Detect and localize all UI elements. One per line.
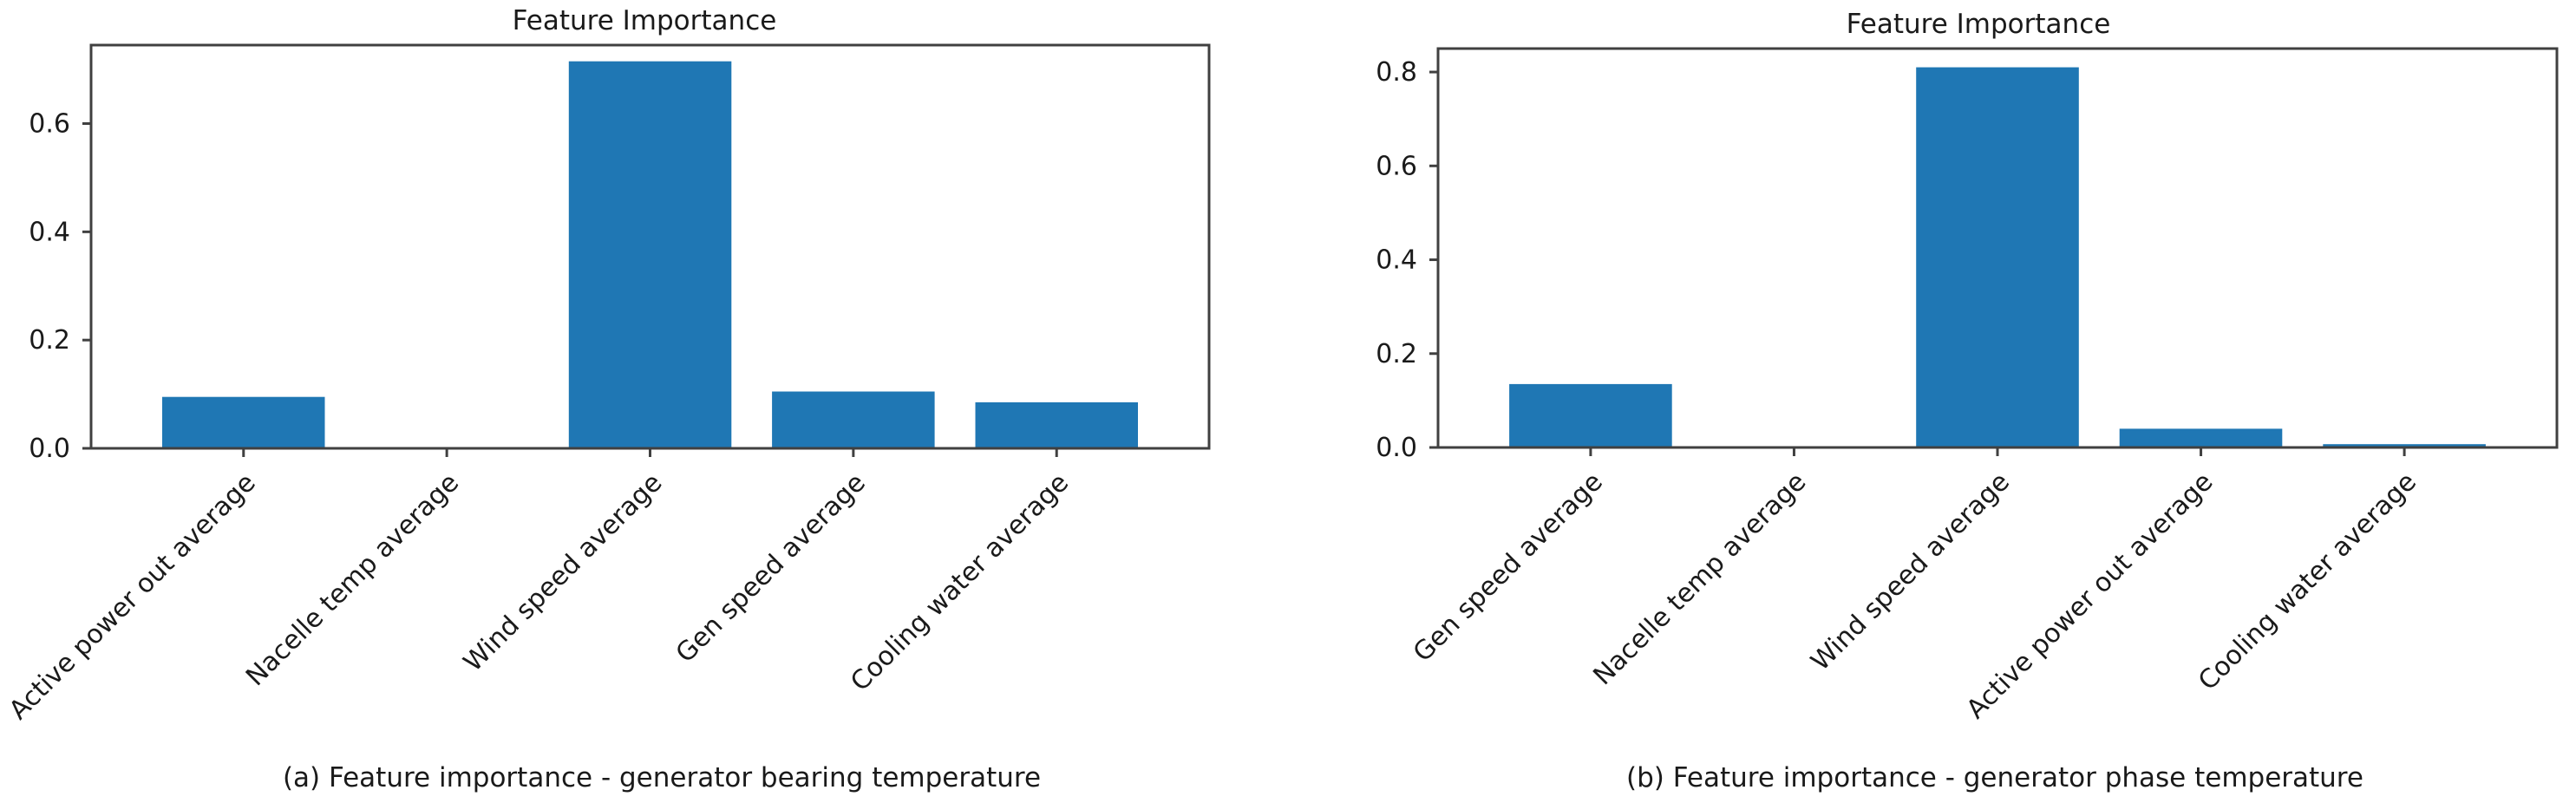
y-tick-label: 0.4: [29, 217, 70, 247]
bar-4: [2323, 444, 2486, 447]
x-tick-label: Gen speed average: [1408, 467, 1609, 668]
chart-panel-a: Feature Importance 0.0 0.2 0.4 0.6 Active p…: [3, 5, 1211, 793]
figure-caption: (a) Feature importance - generator beari…: [283, 762, 1041, 793]
x-tick-label: Active power out average: [3, 467, 262, 726]
y-axis: 0.0 0.2 0.4 0.6: [29, 109, 91, 464]
bar-3: [2119, 428, 2283, 447]
y-tick-label: 0.6: [29, 109, 70, 140]
bar-2: [1916, 67, 2079, 447]
y-tick-label: 0.4: [1376, 245, 1417, 276]
x-tick-label: Nacelle temp average: [240, 467, 465, 692]
y-axis: 0.0 0.2 0.4 0.6 0.8: [1376, 57, 1438, 463]
x-tick-label: Active power out average: [1961, 467, 2220, 725]
bar-2: [568, 61, 732, 448]
bars-group: [1509, 67, 2486, 447]
y-tick-label: 0.8: [1376, 57, 1417, 88]
x-tick-label: Wind speed average: [458, 467, 668, 677]
chart-title: Feature Importance: [1847, 9, 2111, 40]
bars-group: [162, 61, 1138, 448]
y-tick-label: 0.6: [1376, 151, 1417, 181]
y-tick-label: 0.2: [1376, 339, 1417, 369]
bar-0: [1509, 383, 1672, 447]
chart-panel-b: Feature Importance 0.0 0.2 0.4 0.6 0.8 Gen s…: [1376, 9, 2559, 793]
x-tick-label: Wind speed average: [1805, 467, 2015, 676]
bar-3: [772, 391, 935, 448]
chart-title: Feature Importance: [513, 5, 777, 36]
y-tick-label: 0.2: [29, 325, 70, 356]
x-tick-label: Cooling water average: [845, 467, 1075, 697]
y-tick-label: 0.0: [1376, 433, 1417, 463]
y-tick-label: 0.0: [29, 434, 70, 464]
bar-0: [162, 396, 325, 448]
x-tick-label: Gen speed average: [670, 467, 872, 669]
x-tick-label: Nacelle temp average: [1587, 467, 1812, 691]
figure-caption: (b) Feature importance - generator phase…: [1626, 762, 2364, 793]
bar-4: [975, 402, 1138, 448]
x-tick-label: Cooling water average: [2193, 467, 2422, 696]
